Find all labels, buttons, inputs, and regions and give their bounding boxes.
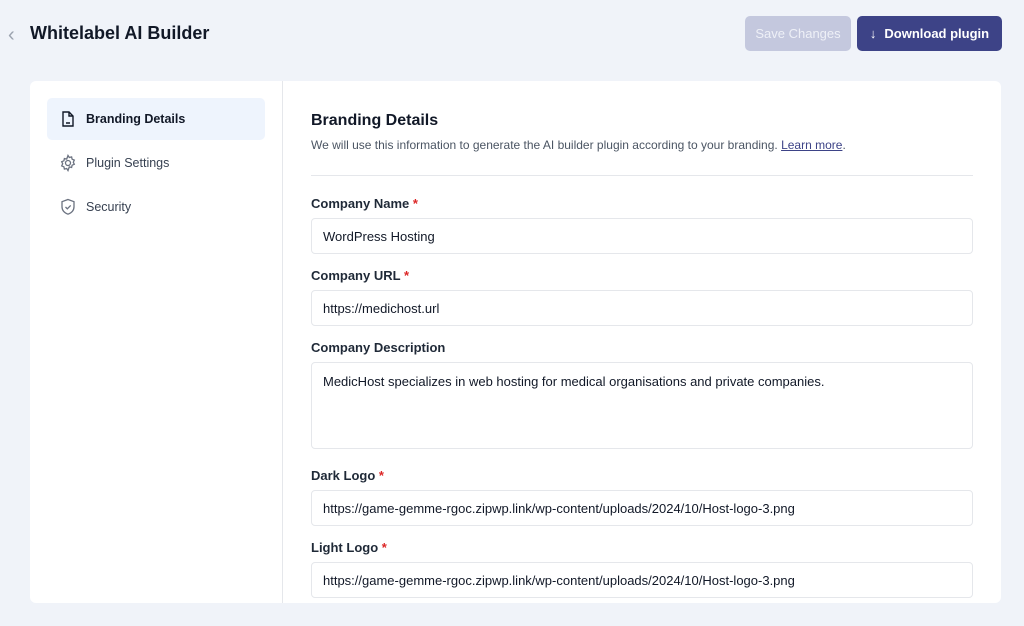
light-logo-label: Light Logo * <box>311 540 387 555</box>
gear-icon <box>60 154 76 172</box>
company-description-label: Company Description <box>311 340 446 355</box>
company-description-textarea[interactable]: MedicHost specializes in web hosting for… <box>311 362 973 449</box>
company-url-input[interactable]: https://medichost.url <box>311 290 973 326</box>
sidebar-item-plugin-settings[interactable]: Plugin Settings <box>47 142 265 184</box>
settings-card: Branding Details Plugin Settings Securit… <box>30 81 1001 603</box>
sidebar-item-branding-details[interactable]: Branding Details <box>47 98 265 140</box>
company-name-label: Company Name * <box>311 196 418 211</box>
divider <box>311 175 973 176</box>
dark-logo-input[interactable]: https://game-gemme-rgoc.zipwp.link/wp-co… <box>311 490 973 526</box>
download-plugin-button[interactable]: ↓ Download plugin <box>857 16 1002 51</box>
dark-logo-label: Dark Logo * <box>311 468 384 483</box>
sidebar: Branding Details Plugin Settings Securit… <box>30 81 283 603</box>
back-chevron-icon[interactable]: ‹ <box>8 24 15 46</box>
company-name-input[interactable]: WordPress Hosting <box>311 218 973 254</box>
section-description: We will use this information to generate… <box>311 138 846 152</box>
shield-icon <box>61 198 75 215</box>
sidebar-item-security[interactable]: Security <box>47 186 265 228</box>
company-url-label: Company URL * <box>311 268 410 283</box>
page-title: Whitelabel AI Builder <box>30 23 210 43</box>
light-logo-input[interactable]: https://game-gemme-rgoc.zipwp.link/wp-co… <box>311 562 973 598</box>
save-changes-button[interactable]: Save Changes <box>745 16 851 51</box>
section-title: Branding Details <box>311 112 439 129</box>
learn-more-link[interactable]: Learn more <box>781 138 843 152</box>
arrow-down-icon: ↓ <box>869 26 877 41</box>
document-icon <box>62 111 74 127</box>
